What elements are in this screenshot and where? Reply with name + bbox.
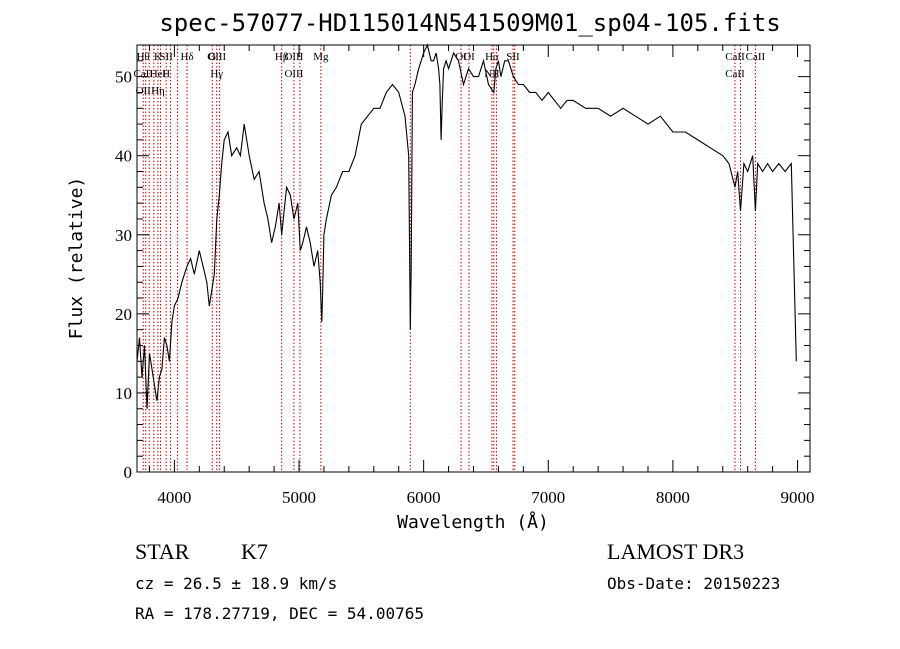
- spectral-line-label: SII: [159, 51, 173, 63]
- survey-name: LAMOST DR3: [607, 539, 744, 564]
- y-tick-label: 40: [115, 147, 132, 166]
- spectral-line-label: Hη: [151, 85, 165, 97]
- spectral-line-label: G: [208, 51, 216, 63]
- spectral-line-label: Hβ: [275, 51, 289, 63]
- spectral-line-label: Mg: [313, 51, 329, 63]
- x-tick-label: 9000: [781, 488, 815, 507]
- spectral-line-label: OIII: [207, 51, 226, 63]
- spectral-line-label: CaII: [725, 51, 745, 63]
- y-axis-label: Flux (relative): [66, 177, 87, 340]
- x-tick-label: 7000: [531, 488, 565, 507]
- spectral-lines-layer: [142, 45, 756, 472]
- chart-title: spec-57077-HD115014N541509M01_sp04-105.f…: [159, 9, 780, 37]
- axis-ticks: 4000 5000 6000 7000 8000 9000 0 10 20 30 40 50: [115, 44, 815, 507]
- coordinates: RA = 178.27719, DEC = 54.00765: [135, 604, 424, 623]
- y-tick-label: 30: [115, 226, 132, 245]
- plot-frame: [136, 44, 811, 473]
- spectral-line-label: Hδ: [181, 51, 194, 63]
- spectrum-line: [136, 43, 797, 409]
- y-tick-label: 0: [124, 463, 133, 482]
- spectral-line-label: CaII: [725, 68, 745, 80]
- spectral-line-label: OII: [136, 85, 152, 97]
- spectral-line-label: OIII: [284, 68, 303, 80]
- x-axis-label: Wavelength (Å): [397, 511, 549, 533]
- x-tick-label: 4000: [157, 488, 191, 507]
- x-tick-label: 8000: [656, 488, 690, 507]
- spectral-line-label: Hθ: [137, 51, 150, 63]
- y-tick-label: 10: [115, 384, 132, 403]
- spectral-line-label: OI: [463, 51, 475, 63]
- spectral-line-label: OI: [455, 51, 467, 63]
- spectral-line-label: SII: [506, 51, 520, 63]
- spectral-line-label: CaII: [746, 51, 766, 63]
- spectral-line-label: K: [154, 51, 162, 63]
- observation-date: Obs-Date: 20150223: [607, 574, 780, 593]
- spectral-line-label: H: [162, 68, 170, 80]
- x-tick-label: 6000: [407, 488, 441, 507]
- object-type: STAR: [135, 539, 190, 564]
- y-tick-label: 50: [115, 68, 132, 87]
- redshift-velocity: cz = 26.5 ± 18.9 km/s: [135, 574, 337, 593]
- spectral-line-label: Hα: [485, 51, 499, 63]
- spectral-line-label: HeI: [150, 68, 167, 80]
- spectral-class: K7: [241, 539, 268, 564]
- y-tick-label: 20: [115, 305, 132, 324]
- spectral-line-label: Hγ: [210, 68, 223, 80]
- x-tick-label: 5000: [282, 488, 316, 507]
- spectral-line-label: OIII: [284, 51, 303, 63]
